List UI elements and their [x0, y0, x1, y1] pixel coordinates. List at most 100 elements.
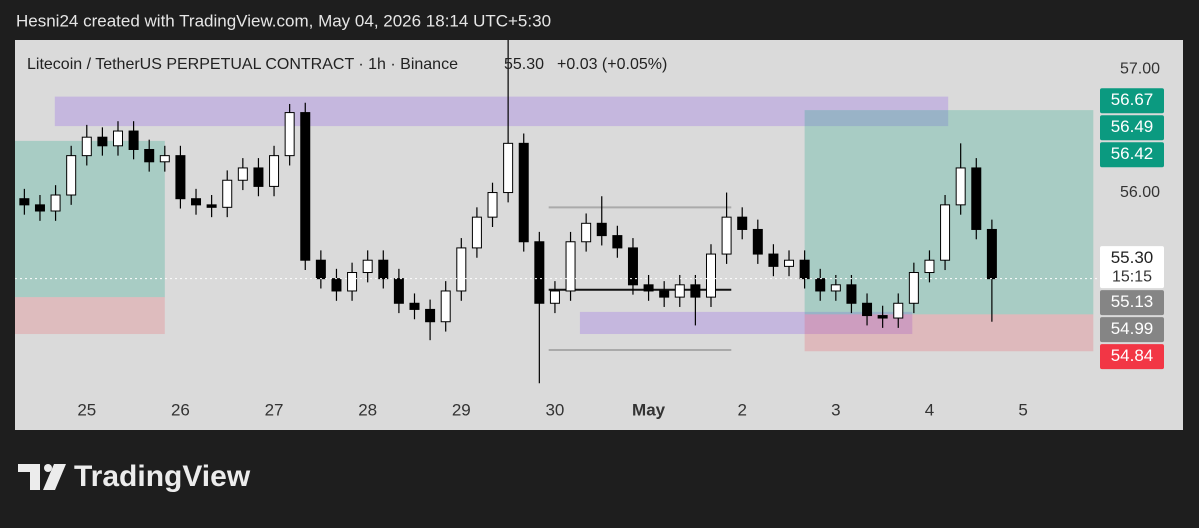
- candle-body: [19, 198, 30, 206]
- x-tick-label: 28: [358, 400, 377, 419]
- x-tick-label: 26: [171, 400, 190, 419]
- candle-body: [799, 259, 810, 280]
- candle-body: [471, 216, 482, 249]
- brand-logo: [18, 464, 66, 490]
- candle-body: [456, 247, 467, 292]
- candle-body: [175, 155, 186, 200]
- candle-body: [253, 167, 264, 187]
- candle-body: [393, 278, 404, 304]
- header-text: Hesni24 created with TradingView.com, Ma…: [16, 11, 551, 30]
- price-label: 54.84: [1111, 346, 1154, 365]
- candle-body: [284, 112, 295, 157]
- candle-body: [784, 259, 795, 267]
- candle-body: [503, 142, 514, 194]
- candle-body: [971, 167, 982, 230]
- zone: [15, 297, 165, 335]
- candle-body: [737, 216, 748, 230]
- y-tick-label: 56.00: [1120, 184, 1160, 201]
- candle-body: [893, 302, 904, 319]
- price-label: 56.42: [1111, 144, 1154, 163]
- price-label-box: [1100, 88, 1164, 114]
- candle-body: [362, 259, 373, 274]
- brand-name: TradingView: [74, 460, 251, 493]
- candle-body: [721, 216, 732, 255]
- x-tick-label: 4: [925, 400, 934, 419]
- candle-body: [191, 198, 202, 206]
- x-tick-label: 30: [545, 400, 564, 419]
- candle-body: [331, 278, 342, 292]
- x-tick-label: 27: [265, 400, 284, 419]
- candle-body: [315, 259, 326, 280]
- candle-body: [830, 284, 841, 292]
- candle-body: [222, 179, 233, 208]
- x-tick-label: 2: [737, 400, 746, 419]
- candle-body: [955, 167, 966, 206]
- candle-body: [518, 142, 529, 243]
- candle-body: [674, 284, 685, 298]
- candle-body: [112, 130, 123, 147]
- price-label-time: 15:15: [1112, 268, 1152, 285]
- candle-body: [128, 130, 139, 150]
- candle-body: [50, 194, 61, 212]
- price-label-box: [1100, 115, 1164, 141]
- candle-body: [237, 167, 248, 181]
- candle-body: [66, 155, 77, 196]
- price-label-box: [1100, 290, 1164, 316]
- price-label: 54.99: [1111, 319, 1154, 338]
- zone: [579, 311, 913, 335]
- candle-body: [97, 136, 108, 147]
- candle-body: [752, 228, 763, 255]
- y-tick-label: 57.00: [1120, 61, 1160, 78]
- candle-body: [81, 136, 92, 157]
- legend-change: +0.03 (+0.05%): [557, 56, 667, 73]
- zone: [804, 314, 1094, 352]
- candle-body: [487, 192, 498, 218]
- candle-body: [596, 222, 607, 237]
- candle-body: [690, 284, 701, 298]
- legend-price: 55.30: [504, 56, 544, 73]
- candle-body: [643, 284, 654, 292]
- price-label-box: [1100, 246, 1164, 289]
- candle-body: [159, 155, 170, 163]
- x-tick-label: 3: [831, 400, 840, 419]
- x-tick-label: May: [632, 400, 666, 419]
- candle-body: [206, 204, 217, 208]
- candle-body: [300, 112, 311, 261]
- candle-body: [34, 204, 45, 212]
- candle-body: [815, 278, 826, 292]
- candle-body: [986, 228, 997, 280]
- candle-body: [534, 241, 545, 304]
- price-label: 55.13: [1111, 292, 1154, 311]
- price-label: 56.67: [1111, 90, 1154, 109]
- candle-body: [378, 259, 389, 280]
- candle-body: [877, 315, 888, 319]
- candle-body: [908, 272, 919, 304]
- candle-body: [924, 259, 935, 274]
- price-label: 56.49: [1111, 117, 1154, 136]
- candle-body: [440, 290, 451, 323]
- zone: [54, 96, 949, 127]
- candle-body: [565, 241, 576, 292]
- price-label-box: [1100, 142, 1164, 168]
- price-label: 55.30: [1111, 248, 1154, 267]
- candle-body: [581, 222, 592, 243]
- candle-body: [612, 235, 623, 249]
- candle-body: [144, 148, 155, 163]
- candle-body: [659, 290, 670, 298]
- candle-body: [768, 253, 779, 267]
- x-tick-label: 25: [77, 400, 96, 419]
- x-tick-label: 29: [452, 400, 471, 419]
- candle-body: [409, 302, 420, 310]
- price-label-box: [1100, 317, 1164, 343]
- candle-body: [347, 272, 358, 292]
- candle-body: [425, 308, 436, 323]
- candle-body: [862, 302, 873, 317]
- x-tick-label: 5: [1018, 400, 1027, 419]
- candle-body: [627, 247, 638, 286]
- candle-body: [940, 204, 951, 261]
- price-label-box: [1100, 344, 1164, 370]
- zone: [15, 140, 165, 298]
- candle-body: [549, 290, 560, 304]
- candle-body: [269, 155, 280, 187]
